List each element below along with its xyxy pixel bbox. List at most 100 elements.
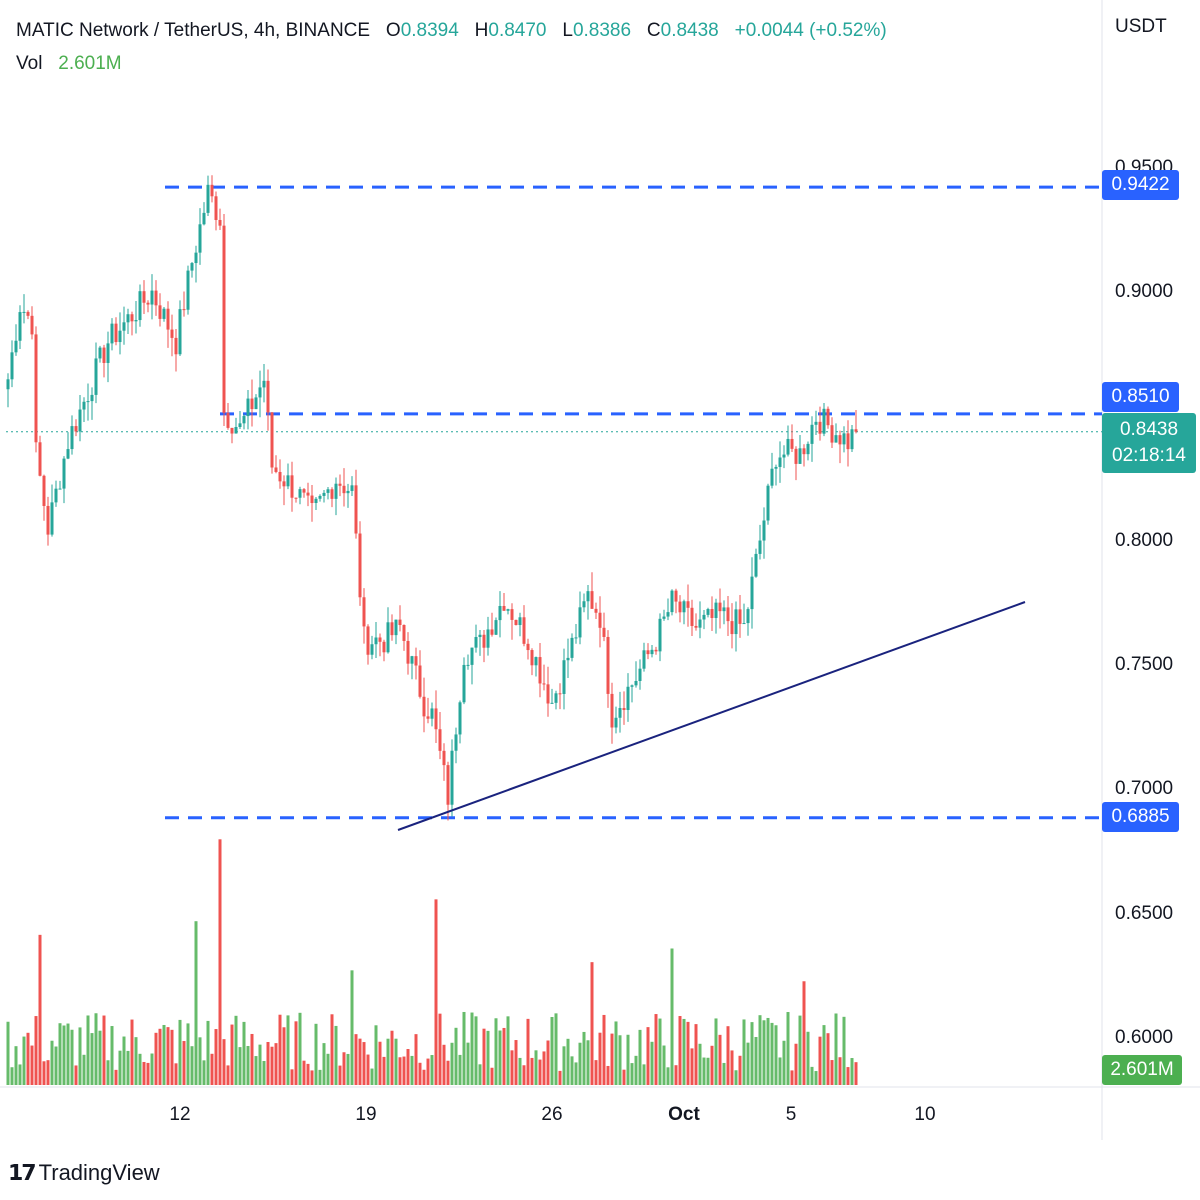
volume-bar (214, 1029, 218, 1085)
volume-bar (98, 1030, 102, 1085)
volume-bar (722, 1062, 726, 1085)
candle-body (430, 708, 434, 719)
volume-bar (846, 1067, 850, 1085)
candle-body (242, 416, 246, 424)
candle-body (698, 619, 702, 628)
candle-body (138, 291, 142, 321)
volume-bar (650, 1041, 654, 1085)
candle-body (330, 489, 334, 499)
candle-body (682, 601, 686, 613)
volume-bar (806, 1031, 810, 1085)
tradingview-logo[interactable]: 𝟭𝟳 TradingView (8, 1160, 160, 1186)
candle-body (590, 591, 594, 609)
volume-bar (290, 1069, 294, 1085)
symbol-title: MATIC Network / TetherUS, 4h, BINANCE (16, 20, 371, 41)
candle-body (638, 668, 642, 681)
candle-body (726, 607, 730, 622)
volume-bar (750, 1022, 754, 1085)
volume-bar (190, 1046, 194, 1085)
candle-body (586, 591, 590, 602)
high-value: 0.8470 (488, 20, 547, 41)
volume-bar (642, 1064, 646, 1085)
trendline-layer (397, 601, 1026, 831)
candle-body (346, 490, 350, 494)
volume-bar (826, 1033, 830, 1085)
volume-bar (502, 1027, 506, 1085)
candle-body (550, 702, 554, 704)
change-value: +0.0044 (+0.52%) (734, 20, 887, 41)
volume-bar (210, 1053, 214, 1085)
volume-bar (474, 1016, 478, 1085)
volume-bar (174, 1063, 178, 1085)
candle-body (446, 765, 450, 805)
candle-body (94, 358, 98, 395)
volume-bar (306, 1063, 310, 1085)
candle-body (266, 380, 270, 413)
volume-bar (30, 1045, 34, 1085)
time-tick-label: Oct (668, 1104, 700, 1125)
volume-bar (774, 1025, 778, 1085)
candle-body (78, 409, 82, 432)
candle-body (370, 644, 374, 655)
volume-bar (258, 1044, 262, 1085)
candle-body (82, 401, 86, 410)
volume-bar (434, 899, 438, 1085)
candle-body (274, 467, 278, 472)
candle-body (478, 634, 482, 638)
candle-body (510, 609, 514, 620)
volume-bar (518, 1057, 522, 1085)
candle-body (250, 398, 254, 410)
candle-body (170, 329, 174, 338)
candle-body (362, 597, 366, 627)
volume-bar (126, 1050, 130, 1085)
volume-bar (546, 1040, 550, 1085)
volume-bar (198, 1037, 202, 1085)
candle-body (406, 640, 410, 664)
candle-body (618, 708, 622, 718)
volume-bar (406, 1049, 410, 1085)
candle-body (678, 601, 682, 613)
candle-body (826, 408, 830, 426)
candle-body (706, 609, 710, 615)
last-price-value: 0.8438 (1119, 419, 1179, 440)
volume-bar (522, 1065, 526, 1085)
volume-bar (10, 1067, 14, 1085)
volume-bar (110, 1026, 114, 1085)
volume-bar (690, 1048, 694, 1085)
candle-body (378, 637, 382, 642)
volume-bar (366, 1054, 370, 1085)
candle-body (470, 647, 474, 665)
volume-bar (606, 1065, 610, 1085)
candle-body (834, 435, 838, 443)
time-tick-label: 5 (785, 1104, 797, 1125)
candle-body (474, 637, 478, 648)
volume-bar (526, 1018, 530, 1085)
candle-body (50, 502, 54, 535)
candle-body (610, 693, 614, 728)
candle-body (838, 435, 842, 445)
volume-bar (574, 1062, 578, 1085)
candle-body (646, 650, 650, 655)
candle-body (642, 650, 646, 669)
volume-bar (322, 1043, 326, 1085)
candle-body (754, 553, 758, 577)
candle-body (746, 609, 750, 624)
candle-body (630, 685, 634, 687)
price-tick-label: 0.9000 (1115, 281, 1174, 302)
candle-body (358, 533, 362, 598)
candle-body (30, 315, 34, 335)
candle-body (42, 475, 46, 506)
volume-bar (618, 1035, 622, 1085)
candle-body (306, 492, 310, 496)
volume-bar (318, 1069, 322, 1085)
volume-bar (634, 1055, 638, 1085)
candle-body (546, 684, 550, 704)
volume-bar (834, 1013, 838, 1085)
volume-bar (14, 1046, 18, 1085)
volume-bar (590, 962, 594, 1085)
candle-body (162, 308, 166, 319)
volume-bar (658, 1018, 662, 1085)
countdown-value: 02:18:14 (1112, 445, 1186, 466)
volume-bar (142, 1061, 146, 1085)
